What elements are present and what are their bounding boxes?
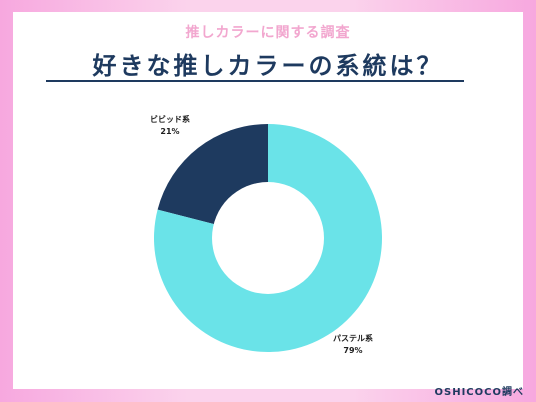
source-credit: OSHICOCO調べ [434,387,524,398]
survey-subtitle: 推しカラーに関する調査 [185,25,351,41]
title-underline [46,80,464,82]
label-pastel-value: 79% [343,346,363,355]
label-vivid-name: ビビッド系 [150,115,190,124]
label-pastel: パステル系 79% [333,333,373,357]
chart-title: 好きな推しカラーの系統は？ [92,52,444,80]
label-vivid: ビビッド系 21% [150,114,190,138]
label-vivid-value: 21% [160,127,180,136]
label-pastel-name: パステル系 [333,334,373,343]
donut-hole [212,182,324,294]
